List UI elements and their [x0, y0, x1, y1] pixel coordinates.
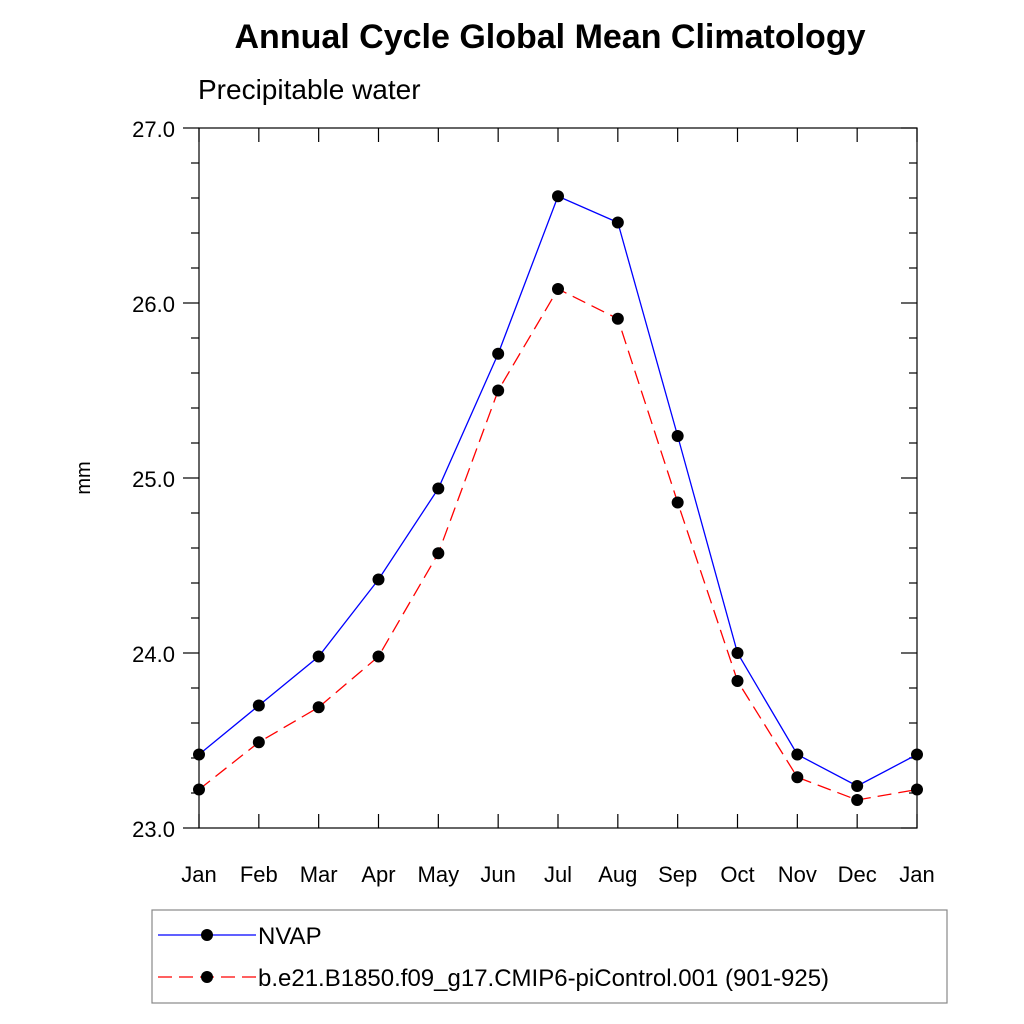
- x-tick-label: May: [418, 862, 460, 887]
- chart-subtitle: Precipitable water: [198, 74, 421, 105]
- legend-label-2: b.e21.B1850.f09_g17.CMIP6-piControl.001 …: [258, 965, 829, 992]
- data-point-series-1: [791, 748, 804, 761]
- data-point-series-1: [731, 647, 744, 659]
- y-tick-label: 24.0: [132, 642, 175, 667]
- data-point-series-1: [671, 430, 684, 442]
- y-tick-label: 26.0: [132, 292, 175, 317]
- chart-title: Annual Cycle Global Mean Climatology: [235, 18, 866, 56]
- data-point-series-1: [193, 748, 205, 761]
- x-tick-label: Apr: [361, 862, 395, 887]
- y-tick-label: 23.0: [132, 817, 175, 842]
- x-tick-label: Dec: [838, 862, 877, 887]
- data-point-series-2: [492, 384, 505, 397]
- x-axis-ticks: Jan Feb Mar Apr May Jun Jul Aug Sep Oct Nov Dec Jan: [181, 128, 935, 887]
- data-point-series-2: [671, 496, 684, 509]
- data-point-series-1: [432, 482, 445, 495]
- y-axis-label: mm: [73, 461, 95, 494]
- plot-frame: [198, 127, 918, 829]
- data-point-series-2: [791, 771, 804, 784]
- x-tick-label: Nov: [778, 862, 817, 887]
- data-point-series-1: [252, 699, 265, 712]
- x-tick-label: Feb: [240, 862, 278, 887]
- data-point-series-2: [911, 783, 923, 796]
- x-tick-label: Oct: [720, 862, 754, 887]
- x-tick-label: Jun: [480, 862, 515, 887]
- data-point-series-2: [193, 783, 205, 796]
- data-point-series-2: [611, 312, 624, 325]
- data-point-series-2: [432, 547, 445, 560]
- legend-label-1: NVAP: [258, 923, 322, 950]
- series-layer: [193, 190, 923, 806]
- data-point-series-2: [731, 675, 744, 687]
- data-point-series-2: [252, 736, 265, 749]
- series-line-2: [198, 288, 918, 801]
- y-tick-label: 27.0: [132, 117, 175, 142]
- data-point-series-1: [911, 748, 923, 761]
- data-point-series-1: [611, 216, 624, 229]
- x-tick-label: Aug: [598, 862, 637, 887]
- data-point-series-1: [492, 347, 505, 360]
- x-tick-label: Mar: [300, 862, 338, 887]
- data-point-series-2: [312, 701, 325, 714]
- x-tick-label: Jul: [544, 862, 572, 887]
- data-point-series-1: [312, 650, 325, 663]
- data-point-series-2: [372, 650, 385, 663]
- x-tick-label: Jan: [899, 862, 934, 887]
- legend-box: [151, 909, 948, 1004]
- x-tick-label: Sep: [658, 862, 697, 887]
- legend-marker-1: [201, 929, 213, 941]
- x-tick-label: Jan: [181, 862, 216, 887]
- data-point-series-2: [552, 283, 564, 295]
- y-axis-ticks: 23.0 24.0 25.0 26.0 27.0: [132, 117, 917, 842]
- legend-marker-2: [201, 971, 213, 983]
- data-point-series-2: [851, 794, 864, 806]
- data-point-series-1: [851, 780, 864, 792]
- y-tick-label: 25.0: [132, 467, 175, 492]
- data-point-series-1: [552, 190, 564, 203]
- data-point-series-1: [372, 573, 385, 586]
- legend: NVAP b.e21.B1850.f09_g17.CMIP6-piControl.…: [158, 923, 829, 992]
